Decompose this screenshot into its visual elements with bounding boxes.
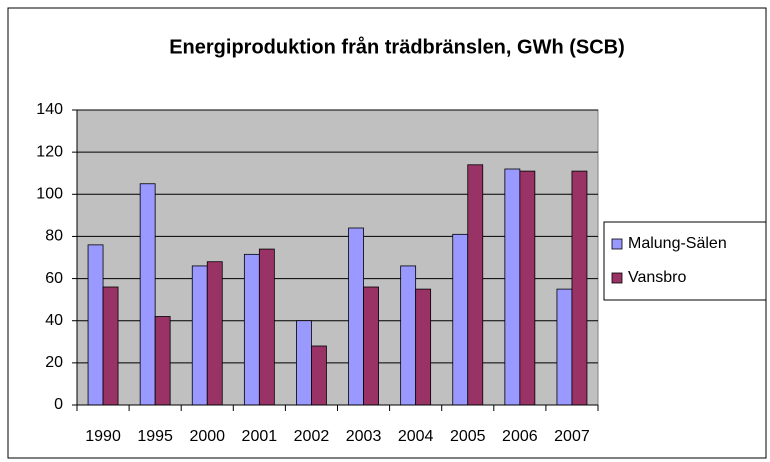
x-tick-label: 2000	[189, 428, 225, 445]
x-tick-label: 2006	[502, 428, 538, 445]
x-tick-label: 2002	[294, 428, 330, 445]
legend-swatch	[611, 238, 623, 250]
legend-label: Vansbro	[628, 269, 687, 286]
bar	[348, 227, 364, 406]
bar	[87, 244, 104, 406]
y-tick-label: 0	[54, 396, 63, 413]
bar	[519, 170, 536, 406]
legend-label: Malung-Sälen	[628, 235, 727, 252]
legend-swatch	[611, 272, 623, 284]
x-tick-label: 2005	[450, 428, 486, 445]
bar	[311, 345, 327, 406]
x-tick-label: 1995	[137, 428, 173, 445]
bar	[258, 248, 275, 406]
bar	[452, 233, 469, 406]
bar	[415, 288, 432, 406]
bar	[206, 261, 223, 406]
bar	[102, 286, 119, 406]
chart-title: Energiproduktion från trädbränslen, GWh …	[169, 35, 625, 58]
x-tick-label: 2001	[242, 428, 278, 445]
x-tick-label: 1990	[85, 428, 121, 445]
bar	[556, 288, 573, 406]
y-tick-label: 60	[45, 270, 63, 287]
bar	[571, 170, 588, 406]
bar	[139, 183, 156, 406]
y-tick-label: 20	[45, 354, 63, 371]
bar	[191, 265, 208, 406]
bar	[467, 164, 484, 406]
y-tick-label: 100	[36, 186, 63, 203]
y-tick-label: 40	[45, 312, 63, 329]
bar	[400, 265, 417, 406]
bar	[504, 168, 521, 406]
legend-box	[603, 221, 767, 301]
x-tick-label: 2004	[398, 428, 434, 445]
bar	[154, 316, 171, 406]
y-tick-label: 80	[45, 228, 63, 245]
bar	[243, 253, 260, 406]
y-tick-label: 140	[36, 101, 63, 118]
bar	[296, 320, 312, 406]
x-tick-label: 2003	[346, 428, 382, 445]
bar	[363, 286, 379, 406]
y-tick-label: 120	[36, 143, 63, 160]
x-tick-label: 2007	[554, 428, 590, 445]
